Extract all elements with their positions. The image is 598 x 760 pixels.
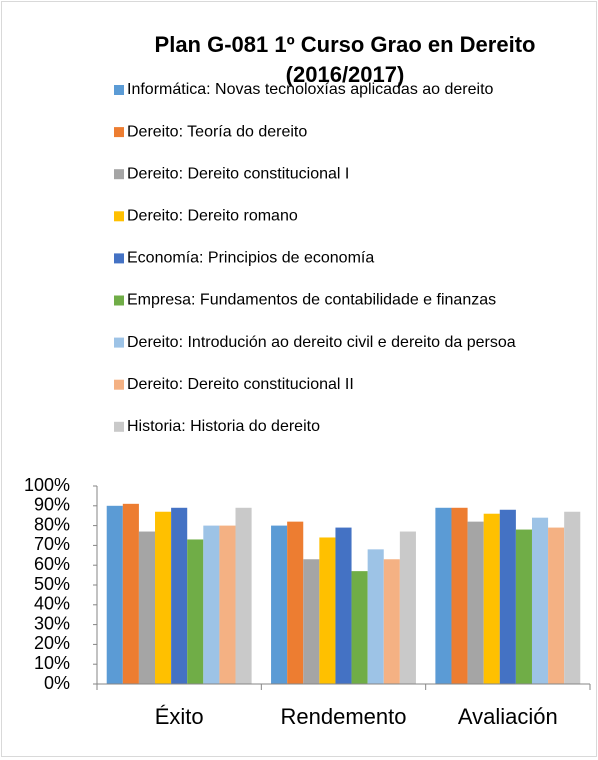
legend-label: Economía: Principios de economía [127,250,374,267]
bar [122,503,139,684]
legend-swatch [114,253,124,264]
legend-swatch [114,337,124,348]
bar [271,525,288,684]
bar [548,527,565,684]
bar [367,549,384,684]
bar [399,531,416,684]
y-tick-label: 0% [44,673,70,693]
legend-swatch [114,85,124,95]
y-tick-label: 40% [34,594,70,614]
bar [287,521,304,684]
bar [171,507,188,684]
bar [319,537,336,684]
bar [106,505,123,684]
bar [203,525,220,684]
bar [499,509,516,684]
legend-swatch [114,127,124,138]
bar [383,559,400,684]
y-tick-label: 80% [34,514,70,534]
legend-swatch [114,421,124,432]
x-tick-label: Avaliación [458,704,558,729]
y-tick-label: 20% [34,633,70,653]
x-tick-label: Rendemento [281,704,407,729]
bar [219,525,236,684]
legend-swatch [114,295,124,306]
legend-label: Dereito: Introdución ao dereito civil e … [127,334,516,351]
legend-label: Dereito: Dereito constitucional II [127,376,354,393]
bar [451,507,468,684]
chart-title: Plan G-081 1º Curso Grao en Dereito [155,32,536,57]
bar [155,511,172,684]
legend-label: Dereito: Dereito romano [127,208,298,225]
y-tick-label: 50% [34,574,70,594]
y-tick-label: 10% [34,653,70,673]
legend-label: Dereito: Dereito constitucional I [127,165,349,182]
y-tick-label: 100% [24,475,70,495]
legend-label: Empresa: Fundamentos de contabilidade e … [127,292,496,309]
bar [531,517,549,684]
bar [515,529,532,684]
legend-label: Dereito: Teoría do dereito [127,123,307,140]
bar [351,571,368,684]
y-tick-label: 90% [34,495,70,515]
legend-swatch [114,169,124,180]
y-tick-label: 60% [34,554,70,574]
bar [303,559,320,684]
legend-label: Informática: Novas tecnoloxías aplicadas… [127,81,494,98]
bar [564,511,581,684]
bar [335,527,352,684]
bar [467,521,484,684]
legend-swatch [114,379,124,390]
bar [187,539,204,684]
bar [435,507,452,684]
bar [483,513,500,684]
chart-subtitle: (2016/2017) [286,62,405,87]
legend-label: Historia: Historia do dereito [127,418,320,435]
x-tick-label: Éxito [155,704,204,729]
bar [235,507,252,684]
bar [138,531,156,684]
legend-swatch [114,211,124,222]
y-tick-label: 70% [34,534,70,554]
y-tick-label: 30% [34,613,70,633]
